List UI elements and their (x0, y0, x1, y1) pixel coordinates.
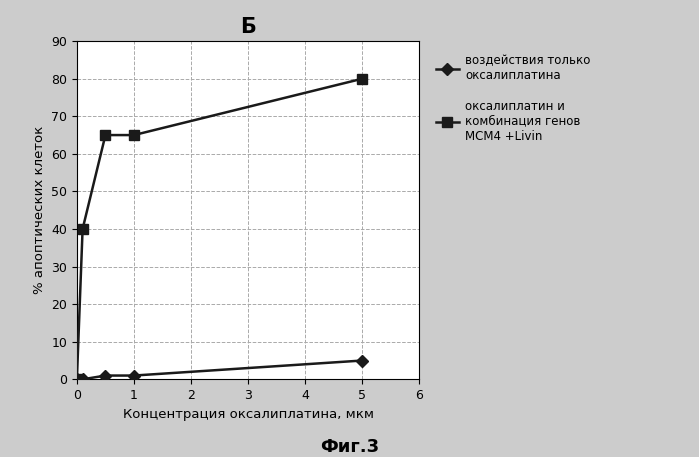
оксалиплатин и
комбинация генов
МСМ4 +Livin (73, 377, 81, 382)
воздействия только
оксалиплатина (101, 373, 110, 378)
оксалиплатин и
комбинация генов
МСМ4 +Livin (358, 76, 366, 81)
оксалиплатин и
комбинация генов
МСМ4 +Livin (130, 133, 138, 138)
оксалиплатин и
комбинация генов
МСМ4 +Livin (78, 226, 87, 232)
воздействия только
оксалиплатина (73, 377, 81, 382)
Title: Б: Б (240, 17, 256, 37)
Line: воздействия только
оксалиплатина: воздействия только оксалиплатина (73, 356, 366, 383)
Y-axis label: % апоптических клеток: % апоптических клеток (33, 126, 45, 294)
воздействия только
оксалиплатина (78, 377, 87, 382)
воздействия только
оксалиплатина (358, 358, 366, 363)
Legend: воздействия только
оксалиплатина, оксалиплатин и
комбинация генов
МСМ4 +Livin: воздействия только оксалиплатина, оксали… (435, 54, 591, 143)
оксалиплатин и
комбинация генов
МСМ4 +Livin (101, 133, 110, 138)
X-axis label: Концентрация оксалиплатина, мкм: Концентрация оксалиплатина, мкм (122, 408, 374, 420)
Line: оксалиплатин и
комбинация генов
МСМ4 +Livin: оксалиплатин и комбинация генов МСМ4 +Li… (72, 74, 367, 384)
Text: Фиг.3: Фиг.3 (320, 438, 379, 457)
воздействия только
оксалиплатина (130, 373, 138, 378)
